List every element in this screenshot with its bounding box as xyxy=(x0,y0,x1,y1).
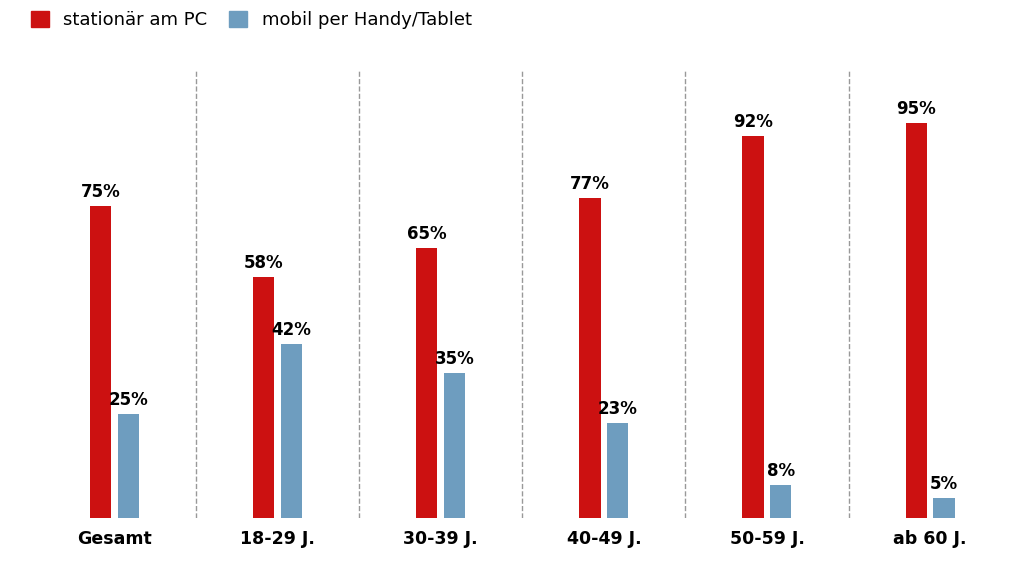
Text: 5%: 5% xyxy=(930,475,958,492)
Text: 92%: 92% xyxy=(733,113,773,131)
Text: 77%: 77% xyxy=(570,175,610,193)
Bar xyxy=(416,248,437,518)
Text: 42%: 42% xyxy=(271,321,311,339)
Bar xyxy=(444,373,465,518)
Bar xyxy=(742,136,764,518)
Text: 35%: 35% xyxy=(434,350,474,368)
Bar xyxy=(580,198,600,518)
Bar xyxy=(933,498,954,518)
Text: 75%: 75% xyxy=(81,183,121,202)
Bar xyxy=(607,423,629,518)
Bar xyxy=(118,414,139,518)
Legend: stationär am PC, mobil per Handy/Tablet: stationär am PC, mobil per Handy/Tablet xyxy=(31,11,471,29)
Text: 58%: 58% xyxy=(244,254,284,272)
Text: 8%: 8% xyxy=(767,462,795,480)
Text: 23%: 23% xyxy=(598,400,638,418)
Bar xyxy=(281,344,302,518)
Text: 95%: 95% xyxy=(896,100,936,118)
Bar xyxy=(253,277,274,518)
Text: 25%: 25% xyxy=(109,392,148,410)
Bar xyxy=(770,485,792,518)
Bar xyxy=(905,123,927,518)
Text: 65%: 65% xyxy=(407,225,446,243)
Bar xyxy=(90,206,112,518)
